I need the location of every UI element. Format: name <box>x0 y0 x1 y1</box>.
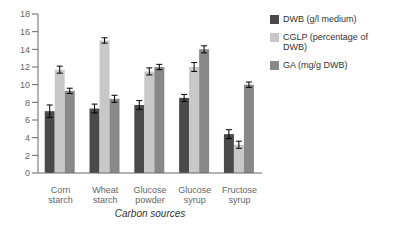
svg-text:8: 8 <box>25 98 30 108</box>
svg-text:Glucosesyrup: Glucosesyrup <box>178 185 211 205</box>
svg-text:2: 2 <box>25 151 30 161</box>
svg-text:4: 4 <box>25 133 30 143</box>
svg-text:Cornstarch: Cornstarch <box>48 185 73 205</box>
svg-text:14: 14 <box>20 45 30 55</box>
svg-text:0: 0 <box>25 168 30 178</box>
svg-text:6: 6 <box>25 115 30 125</box>
svg-text:16: 16 <box>20 27 30 37</box>
svg-text:10: 10 <box>20 80 30 90</box>
svg-text:Fructosesyrup: Fructosesyrup <box>222 185 257 205</box>
svg-text:Wheatstarch: Wheatstarch <box>92 185 119 205</box>
html-text:CGLP (percentage of DWB): CGLP (percentage of DWB) <box>283 32 368 52</box>
svg-text:Glucosepowder: Glucosepowder <box>133 185 166 205</box>
html-text:GA (mg/g DWB): GA (mg/g DWB) <box>283 60 348 70</box>
svg-text:18: 18 <box>20 9 30 19</box>
html-text:DWB (g/l medium): DWB (g/l medium) <box>283 14 357 24</box>
svg-text:Carbon sources: Carbon sources <box>115 208 186 219</box>
svg-text:12: 12 <box>20 62 30 72</box>
